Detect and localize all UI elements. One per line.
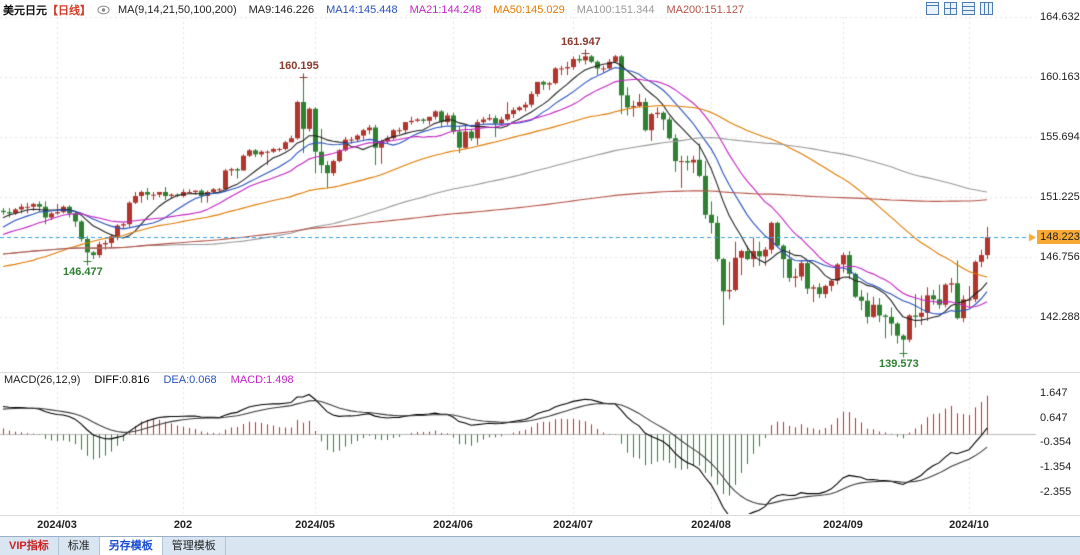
macd-indicator-label: MACD(26,12,9) [4, 374, 81, 386]
chart-layout-toolbar [926, 2, 994, 15]
tab-manage-template[interactable]: 管理模板 [163, 537, 226, 555]
visibility-toggle-icon[interactable] [97, 5, 110, 15]
layout-grid-4-icon[interactable] [944, 2, 958, 15]
layout-rows-icon[interactable] [962, 2, 976, 15]
tab-vip-indicators[interactable]: VIP指标 [0, 537, 59, 555]
tab-save-template[interactable]: 另存模板 [99, 537, 163, 555]
axis-separator [0, 515, 1080, 516]
indicator-header: 美元日元 【日线】 MA(9,14,21,50,100,200) MA9:146… [3, 2, 756, 17]
ma21-value: MA21:144.248 [409, 3, 482, 16]
layout-columns-icon[interactable] [980, 2, 994, 15]
ma-group-label: MA(9,14,21,50,100,200) [118, 3, 237, 16]
layout-window-icon[interactable] [926, 2, 940, 15]
panel-separator [0, 372, 1080, 373]
symbol-title: 美元日元 [3, 4, 47, 17]
ma100-value: MA100:151.344 [576, 3, 655, 16]
ma50-value: MA50:145.029 [493, 3, 565, 16]
ma14-value: MA14:145.448 [326, 3, 398, 16]
tab-standard[interactable]: 标准 [59, 537, 100, 555]
ma9-value: MA9:146.226 [248, 3, 315, 16]
current-price-badge: 148.223 [1037, 230, 1080, 245]
macd-diff-value: DIFF:0.816 [94, 374, 150, 386]
ma200-value: MA200:151.127 [666, 3, 745, 16]
period-label: 【日线】 [47, 4, 91, 17]
macd-header: MACD(26,12,9) DIFF:0.816 DEA:0.068 MACD:… [4, 374, 308, 386]
macd-macd-value: MACD:1.498 [230, 374, 294, 386]
template-tab-bar: VIP指标 标准 另存模板 管理模板 [0, 536, 1080, 555]
macd-dea-value: DEA:0.068 [163, 374, 217, 386]
